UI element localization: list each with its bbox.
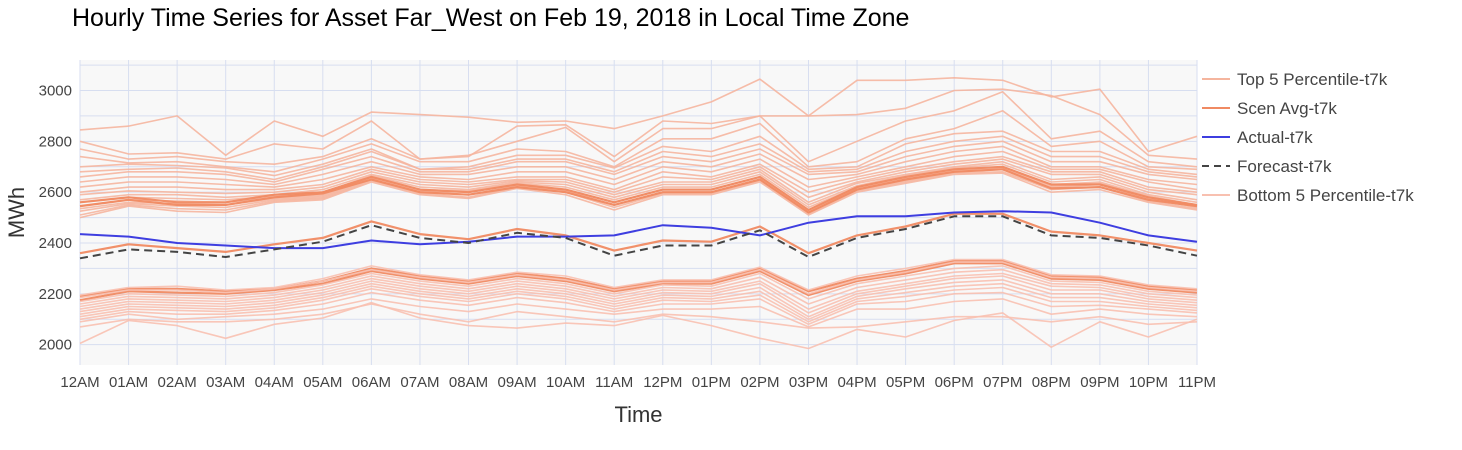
y-tick-label: 3000 — [39, 83, 72, 100]
series-line-bottom-5-percentile-t7k-25 — [79, 265, 1198, 303]
x-tick-label: 02PM — [740, 374, 779, 391]
x-tick-label: 11PM — [1178, 374, 1216, 391]
series-line-top-5-percentile-t7k-16 — [79, 171, 1198, 216]
series-line-scen-avg-t7k-20 — [79, 212, 1198, 255]
x-tick-label: 01AM — [109, 374, 148, 391]
y-tick-label: 2400 — [39, 235, 72, 252]
series-line-bottom-5-percentile-t7k-31 — [79, 286, 1198, 323]
legend-label-actual: Actual-t7k — [1237, 128, 1313, 147]
y-tick-label: 2600 — [39, 184, 72, 201]
series-line-bottom-5-percentile-t7k-30 — [79, 282, 1198, 321]
legend: Top 5 Percentile-t7k Scen Avg-t7k Actual-t… — [1202, 70, 1414, 205]
chart-title: Hourly Time Series for Asset Far_West on… — [72, 4, 910, 32]
series-line-top-5-percentile-t7k-2 — [79, 91, 1198, 168]
series-line-top-5-percentile-t7k-5 — [79, 135, 1198, 181]
series-line-top-5-percentile-t7k-4 — [79, 130, 1198, 177]
series-line-top-5-percentile-t7k-8 — [79, 150, 1198, 191]
x-tick-label: 05AM — [303, 374, 342, 391]
series-line-bottom-5-percentile-t7k-35 — [79, 301, 1198, 350]
series-line-bottom-5-percentile-t7k-32 — [79, 291, 1198, 326]
series-line-top-5-percentile-t7k-9 — [79, 155, 1198, 193]
series-line-scen-avg-t7k-22 — [79, 262, 1198, 302]
x-tick-label: 09PM — [1080, 374, 1119, 391]
x-tick-label: 07AM — [400, 374, 439, 391]
x-tick-label: 10PM — [1129, 374, 1168, 391]
series-line-top-5-percentile-t7k-0 — [79, 77, 1198, 157]
x-tick-label: 04PM — [837, 374, 876, 391]
x-tick-label: 06PM — [935, 374, 974, 391]
x-tick-label: 07PM — [983, 374, 1022, 391]
x-tick-label: 10AM — [546, 374, 585, 391]
series-line-top-5-percentile-t7k-3 — [79, 110, 1198, 173]
y-tick-label: 2800 — [39, 133, 72, 150]
series-line-bottom-5-percentile-t7k-27 — [79, 272, 1198, 310]
series-line-bottom-5-percentile-t7k-34 — [79, 303, 1198, 329]
series-line-top-5-percentile-t7k-1 — [79, 88, 1198, 160]
x-tick-label: 09AM — [497, 374, 536, 391]
series-line-scen-avg-t7k-19 — [79, 168, 1198, 214]
x-tick-label: 03PM — [789, 374, 828, 391]
x-tick-label: 12AM — [60, 374, 99, 391]
x-tick-label: 04AM — [255, 374, 294, 391]
series-line-top-5-percentile-t7k-6 — [79, 140, 1198, 183]
x-tick-label: 12PM — [643, 374, 682, 391]
legend-label-scen_avg: Scen Avg-t7k — [1237, 99, 1337, 118]
legend-label-bottom5: Bottom 5 Percentile-t7k — [1237, 186, 1414, 205]
x-tick-label: 08AM — [449, 374, 488, 391]
y-tick-label: 2000 — [39, 337, 72, 354]
series-line-forecast-t7k-37 — [79, 215, 1198, 260]
series-line-top-5-percentile-t7k-10 — [79, 158, 1198, 199]
series-line-top-5-percentile-t7k-17 — [79, 172, 1198, 219]
x-axis-title: Time — [614, 402, 662, 427]
legend-label-forecast: Forecast-t7k — [1237, 157, 1332, 176]
series-line-actual-t7k-36 — [79, 210, 1198, 250]
series-line-bottom-5-percentile-t7k-33 — [79, 298, 1198, 328]
legend-label-top5: Top 5 Percentile-t7k — [1237, 70, 1388, 89]
x-tick-label: 02AM — [158, 374, 197, 391]
series-line-bottom-5-percentile-t7k-26 — [79, 268, 1198, 305]
series-line-top-5-percentile-t7k-7 — [79, 145, 1198, 186]
x-tick-label: 08PM — [1032, 374, 1071, 391]
series-line-bottom-5-percentile-t7k-24 — [79, 261, 1198, 299]
x-tick-label: 06AM — [352, 374, 391, 391]
series-line-bottom-5-percentile-t7k-29 — [79, 279, 1198, 318]
series-lines — [79, 77, 1198, 350]
x-tick-label: 03AM — [206, 374, 245, 391]
series-line-bottom-5-percentile-t7k-28 — [79, 275, 1198, 314]
x-tick-label: 05PM — [886, 374, 925, 391]
series-line-scen-avg-t7k-18 — [79, 165, 1198, 212]
x-tick-label: 01PM — [692, 374, 731, 391]
y-tick-label: 2200 — [39, 286, 72, 303]
x-tick-label: 11AM — [595, 374, 633, 391]
y-axis-title: MWh — [4, 187, 29, 238]
series-line-bottom-5-percentile-t7k-23 — [79, 258, 1198, 296]
